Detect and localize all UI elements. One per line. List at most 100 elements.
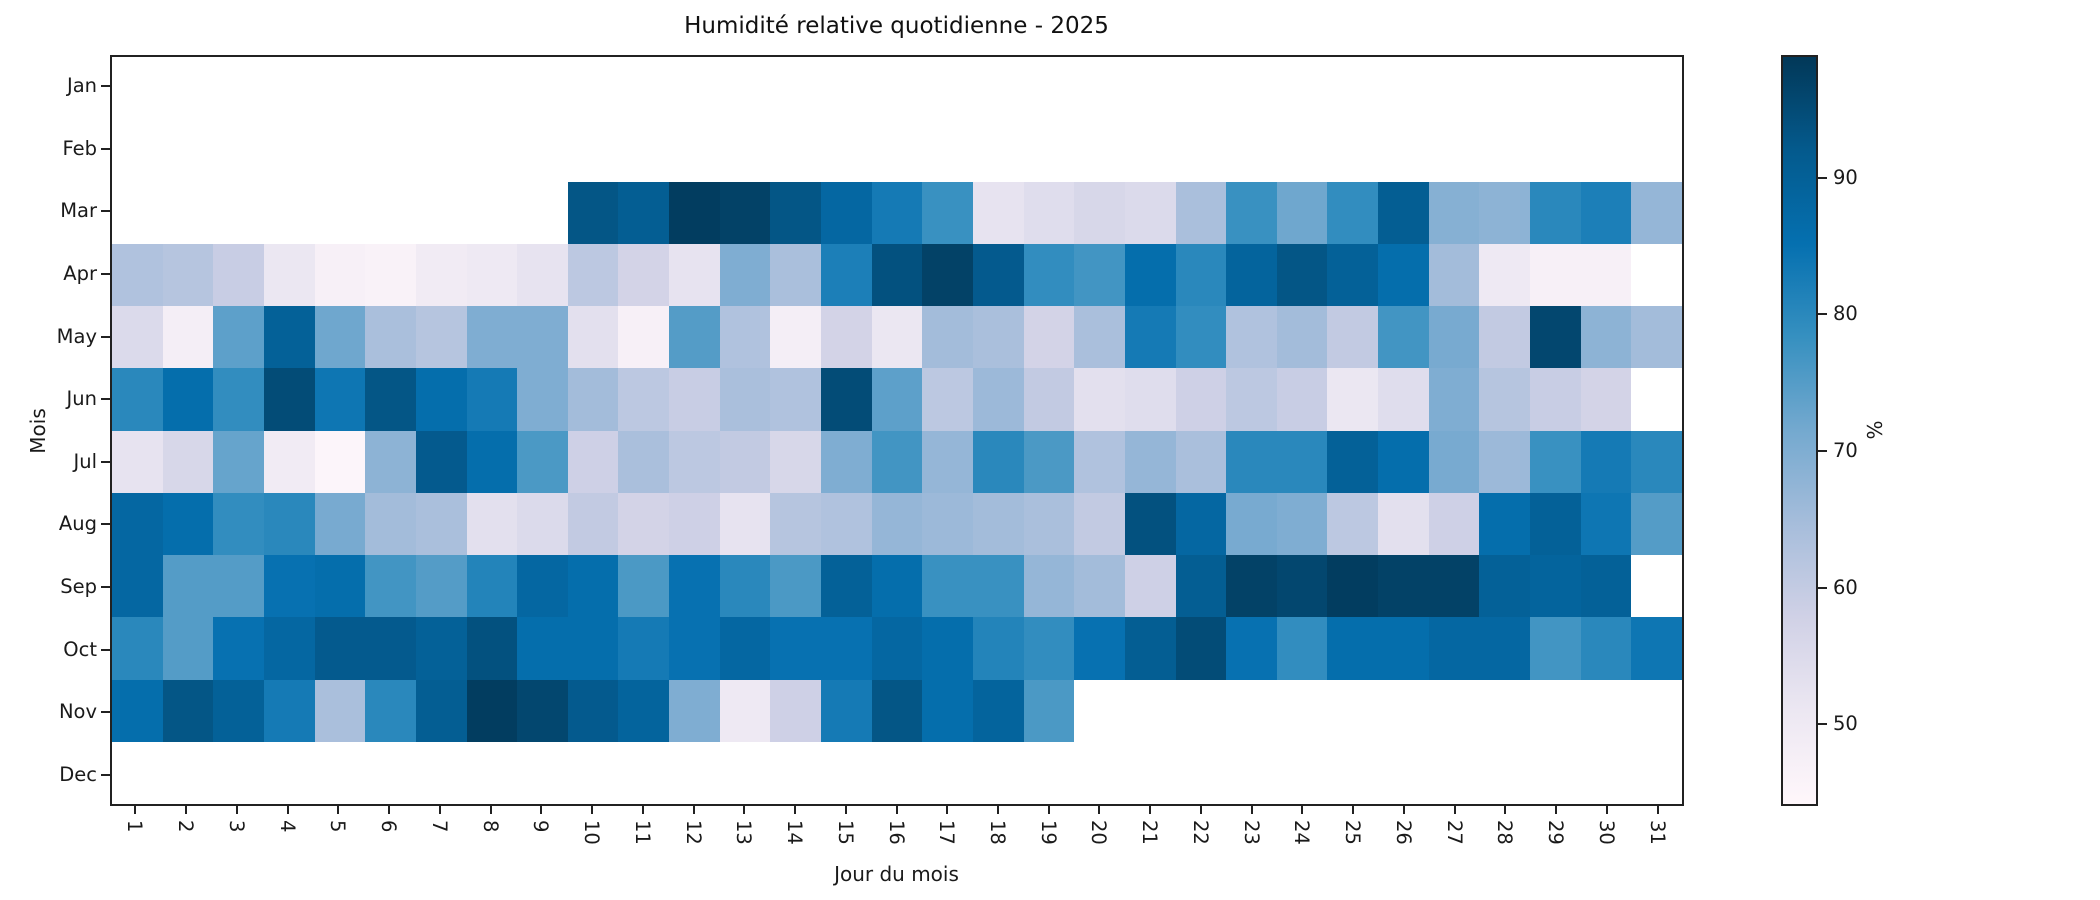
heatmap-cell (1124, 306, 1176, 369)
heatmap-cell (1226, 243, 1277, 306)
heatmap-cell (1276, 617, 1328, 680)
heatmap-cell (669, 617, 720, 680)
x-axis-tick-mark (286, 805, 289, 814)
heatmap-cell (821, 741, 872, 804)
heatmap-cell (618, 492, 670, 555)
heatmap-cell (1631, 119, 1682, 182)
heatmap-cell (567, 741, 619, 804)
heatmap-cell (1530, 430, 1581, 493)
heatmap-cell (1530, 119, 1581, 182)
heatmap-cell (871, 368, 923, 431)
y-axis-tick-mark (101, 147, 110, 150)
heatmap-cell (1580, 57, 1632, 120)
heatmap-cell (922, 430, 973, 493)
colorbar-tick-label: 90 (1833, 165, 1858, 189)
heatmap-cell (1631, 57, 1682, 120)
heatmap-cell (770, 119, 822, 182)
heatmap-cell (1327, 741, 1379, 804)
heatmap-cell (618, 368, 670, 431)
x-axis-tick-mark (489, 805, 492, 814)
y-axis-tick-label: Jul (73, 449, 97, 473)
heatmap-cell (1023, 555, 1075, 618)
heatmap-cell (1175, 119, 1227, 182)
heatmap-cell (618, 679, 670, 742)
heatmap-cell (162, 181, 214, 244)
heatmap-cell (1631, 555, 1682, 618)
heatmap-cell (972, 617, 1024, 680)
x-axis-tick-label: 6 (377, 820, 401, 833)
heatmap-cell (517, 306, 568, 369)
colorbar-tick-label: 50 (1833, 712, 1858, 736)
heatmap-cell (1124, 430, 1176, 493)
heatmap-cell (1428, 430, 1480, 493)
heatmap-cell (1378, 243, 1429, 306)
heatmap-cell (1175, 306, 1227, 369)
heatmap-cell (263, 430, 315, 493)
heatmap-cell (1124, 368, 1176, 431)
heatmap-cell (1124, 617, 1176, 680)
heatmap-cell (213, 617, 264, 680)
heatmap-cell (263, 57, 315, 120)
heatmap-cell (162, 306, 214, 369)
heatmap-cell (1479, 57, 1531, 120)
heatmap-cell (1428, 741, 1480, 804)
heatmap-cell (1023, 306, 1075, 369)
heatmap-cell (1428, 492, 1480, 555)
heatmap-cell (263, 741, 315, 804)
y-axis-tick-label: Nov (58, 700, 97, 724)
heatmap-cell (1074, 617, 1125, 680)
heatmap-cell (972, 555, 1024, 618)
heatmap-cell (1074, 181, 1125, 244)
heatmap-cell (567, 555, 619, 618)
heatmap-cell (1023, 57, 1075, 120)
heatmap-cell (1074, 306, 1125, 369)
heatmap-cell (466, 741, 518, 804)
x-axis-tick-mark (794, 805, 797, 814)
heatmap-cell (567, 181, 619, 244)
heatmap-cell (1428, 119, 1480, 182)
heatmap-cell (314, 555, 366, 618)
heatmap-cell (1530, 306, 1581, 369)
x-axis-tick-label: 25 (1341, 820, 1365, 845)
heatmap-cell (162, 741, 214, 804)
heatmap-cell (1631, 181, 1682, 244)
heatmap-cell (1124, 243, 1176, 306)
heatmap-cell (618, 741, 670, 804)
heatmap-cell (1631, 679, 1682, 742)
heatmap-cell (1327, 57, 1379, 120)
heatmap-cell (972, 181, 1024, 244)
heatmap-cell (1530, 57, 1581, 120)
y-axis-tick-mark (101, 273, 110, 276)
y-axis-tick-label: Feb (62, 136, 97, 160)
heatmap-cell (213, 368, 264, 431)
heatmap-cell (314, 741, 366, 804)
y-axis-tick-mark (101, 85, 110, 88)
heatmap-cell (112, 679, 163, 742)
heatmap-cell (669, 57, 720, 120)
heatmap-cell (365, 119, 416, 182)
heatmap-cell (415, 119, 467, 182)
heatmap-cell (821, 492, 872, 555)
heatmap-cell (1631, 741, 1682, 804)
y-axis-tick-mark (101, 711, 110, 714)
heatmap-cell (1175, 181, 1227, 244)
x-axis-tick-mark (1504, 805, 1507, 814)
heatmap-cell (365, 617, 416, 680)
heatmap-cell (1631, 306, 1682, 369)
heatmap-cell (1428, 57, 1480, 120)
heatmap-cell (770, 430, 822, 493)
heatmap-cell (1580, 679, 1632, 742)
heatmap-cell (415, 306, 467, 369)
heatmap-cell (162, 243, 214, 306)
x-axis-tick-mark (388, 805, 391, 814)
y-axis-tick-mark (101, 523, 110, 526)
heatmap-cell (1327, 430, 1379, 493)
heatmap-cell (1580, 181, 1632, 244)
heatmap-cell (669, 741, 720, 804)
heatmap-cell (1276, 492, 1328, 555)
heatmap-cell (1428, 306, 1480, 369)
heatmap-cell (770, 306, 822, 369)
heatmap-cell (365, 555, 416, 618)
x-axis-tick-mark (692, 805, 695, 814)
heatmap-cell (1074, 741, 1125, 804)
